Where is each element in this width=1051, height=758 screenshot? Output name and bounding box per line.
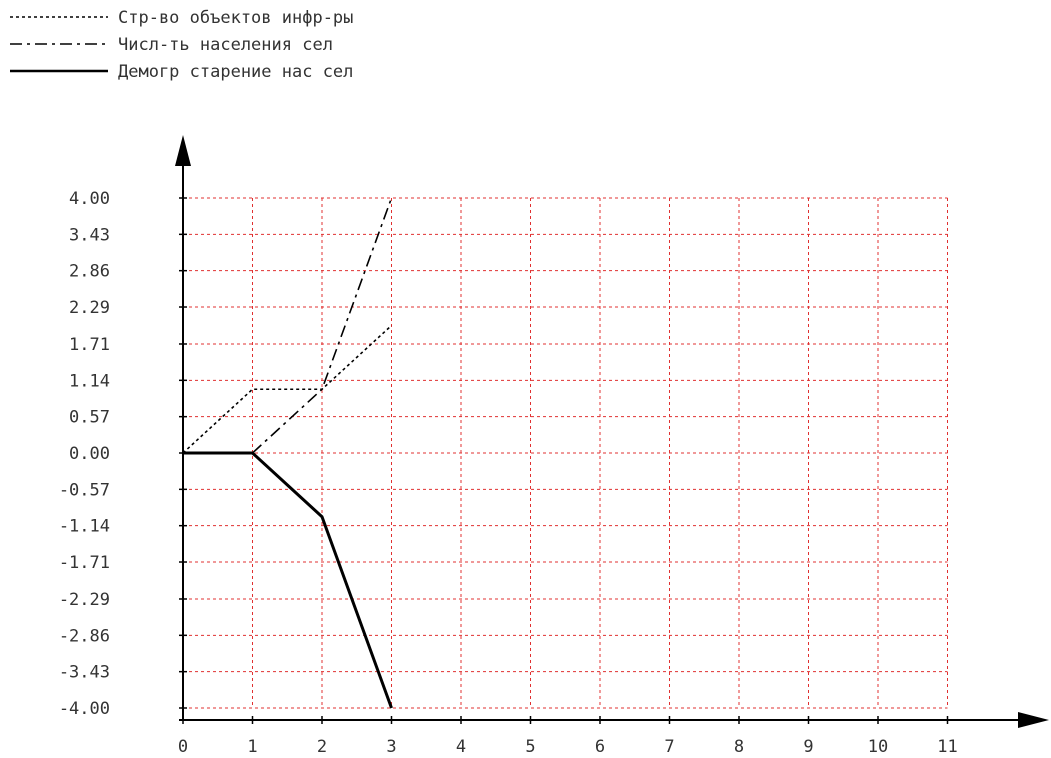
legend: Стр-во объектов инфр-ры Числ-ть населения… <box>10 8 353 82</box>
y-tick-label: 0.57 <box>69 408 110 428</box>
x-tick-label: 6 <box>595 737 605 757</box>
y-tick-label: -3.43 <box>59 663 110 683</box>
x-axis-arrow <box>1018 712 1049 728</box>
x-tick-label: 9 <box>803 737 813 757</box>
legend-label-3: Демогр старение нас сел <box>118 62 353 82</box>
series-line-3 <box>183 451 393 709</box>
tick-labels: 4.00 3.43 2.86 2.29 1.71 1.14 0.57 0.00 -0.57 -1.… <box>59 189 958 757</box>
y-tick-label: 1.14 <box>69 371 110 391</box>
axes <box>175 135 1049 728</box>
x-tick-label: 1 <box>247 737 257 757</box>
legend-label-2: Числ-ть населения сел <box>118 35 333 55</box>
grid <box>183 197 948 709</box>
y-tick-label: -4.00 <box>59 699 110 719</box>
x-tick-label: 11 <box>937 737 957 757</box>
y-tick-label: -1.14 <box>59 517 110 537</box>
x-tick-label: 5 <box>525 737 535 757</box>
y-tick-label: 0.00 <box>69 444 110 464</box>
x-tick-label: 10 <box>868 737 888 757</box>
series-line-2 <box>251 197 393 454</box>
y-tick-label: 2.29 <box>69 298 110 318</box>
y-tick-label: 3.43 <box>69 225 110 245</box>
y-tick-label: -0.57 <box>59 480 110 500</box>
y-tick-label: -2.29 <box>59 590 110 610</box>
x-tick-label: 2 <box>317 737 327 757</box>
x-tick-label: 4 <box>456 737 466 757</box>
x-tick-label: 7 <box>664 737 674 757</box>
series-line-1 <box>182 324 393 454</box>
x-tick-label: 3 <box>386 737 396 757</box>
y-tick-label: -2.86 <box>59 626 110 646</box>
series-lines <box>182 197 393 709</box>
x-tick-label: 0 <box>178 737 188 757</box>
legend-label-1: Стр-во объектов инфр-ры <box>118 8 353 28</box>
y-tick-label: 4.00 <box>69 189 110 209</box>
y-tick-label: -1.71 <box>59 553 110 573</box>
x-tick-label: 8 <box>734 737 744 757</box>
y-tick-label: 1.71 <box>69 335 110 355</box>
y-tick-label: 2.86 <box>69 262 110 282</box>
y-axis-arrow <box>175 135 191 166</box>
